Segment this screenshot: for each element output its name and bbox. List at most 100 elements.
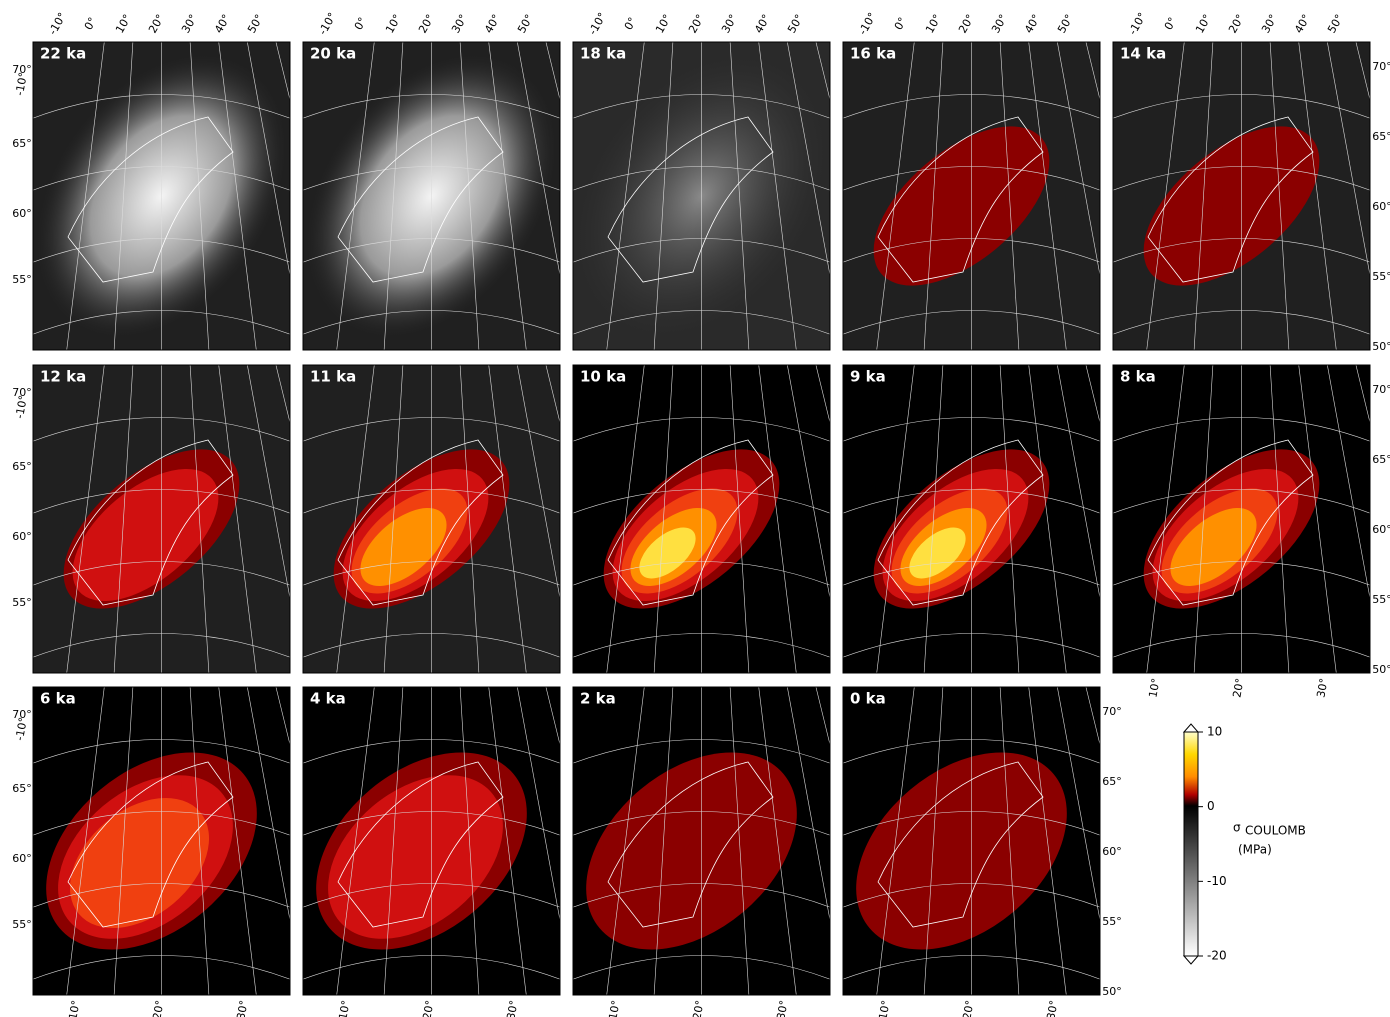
lon-tick-label: -10° — [1126, 10, 1149, 37]
lat-tick-label: 60° — [1372, 523, 1390, 536]
panel-label: 2 ka — [580, 690, 616, 708]
meridian — [1382, 355, 1390, 683]
lon-tick-label: 0° — [352, 15, 370, 32]
lat-tick-label: 70° — [1372, 60, 1390, 73]
colorbar-symbol: σ — [1233, 821, 1241, 835]
lon-tick-label: 10° — [606, 999, 622, 1017]
lon-tick-label: 50° — [1325, 12, 1346, 35]
lon-tick-label: -10° — [856, 10, 879, 37]
lon-tick-label: 50° — [1055, 12, 1076, 35]
lon-tick-label: 20° — [416, 12, 437, 35]
lon-tick-label: 40° — [212, 12, 233, 35]
panel-label: 22 ka — [40, 45, 86, 63]
lat-tick-label: 55° — [12, 918, 32, 931]
lat-tick-label: 65° — [12, 137, 32, 150]
lat-tick-label: 65° — [12, 460, 32, 473]
lon-tick-label: 30° — [449, 12, 470, 35]
lon-tick-label: 0° — [1162, 15, 1180, 32]
panel-label: 12 ka — [40, 368, 86, 386]
lon-tick-label: 10° — [1146, 677, 1162, 698]
map-panel — [1103, 32, 1390, 410]
panel-label: 18 ka — [580, 45, 626, 63]
lat-tick-label: 55° — [1372, 270, 1390, 283]
lon-tick-label: -10° — [586, 10, 609, 37]
colorbar — [1184, 732, 1198, 956]
lon-tick-label: 30° — [719, 12, 740, 35]
lon-tick-label: 50° — [245, 12, 266, 35]
lon-tick-label: 0° — [892, 15, 910, 32]
panel-label: 16 ka — [850, 45, 896, 63]
lon-tick-label: 20° — [1230, 677, 1246, 698]
lat-tick-label: -10° — [13, 394, 30, 419]
lat-tick-label: 65° — [1372, 130, 1390, 143]
lon-tick-label: 30° — [179, 12, 200, 35]
lon-tick-label: 20° — [146, 12, 167, 35]
lon-tick-label: 30° — [1259, 12, 1280, 35]
lat-tick-label: 50° — [1372, 663, 1390, 676]
lon-tick-label: 20° — [420, 999, 436, 1017]
lat-tick-label: 50° — [1372, 340, 1390, 353]
lon-tick-label: 40° — [1022, 12, 1043, 35]
colorbar-tick-label: 0 — [1207, 799, 1215, 813]
lon-tick-label: 10° — [876, 999, 892, 1017]
panel-label: 0 ka — [850, 690, 886, 708]
lat-tick-label: -10° — [13, 71, 30, 96]
lat-tick-label: 65° — [1372, 453, 1390, 466]
lon-tick-label: 20° — [1226, 12, 1247, 35]
lat-tick-label: 70° — [1372, 383, 1390, 396]
lon-tick-label: -10° — [316, 10, 339, 37]
lon-tick-label: 30° — [504, 999, 520, 1017]
panel-label: 11 ka — [310, 368, 356, 386]
lon-tick-label: 10° — [653, 12, 674, 35]
colorbar-tick-label: -10 — [1207, 874, 1227, 888]
meridian — [1382, 32, 1390, 360]
lon-tick-label: 40° — [752, 12, 773, 35]
lon-tick-label: 40° — [482, 12, 503, 35]
lon-tick-label: 50° — [785, 12, 806, 35]
lon-tick-label: 0° — [622, 15, 640, 32]
lat-tick-label: 70° — [1102, 705, 1122, 718]
lat-tick-label: 65° — [12, 782, 32, 795]
panel-label: 4 ka — [310, 690, 346, 708]
lon-tick-label: 10° — [336, 999, 352, 1017]
lat-tick-label: 60° — [12, 530, 32, 543]
lon-tick-label: 10° — [113, 12, 134, 35]
lat-tick-label: 65° — [1102, 775, 1122, 788]
figure: 22 ka -10° 0° 10° 20° 30° 40° 50° 70° -10° 65° 60° 5… — [0, 0, 1390, 1017]
lat-tick-label: 50° — [1102, 985, 1122, 998]
lon-tick-label: 30° — [1314, 677, 1330, 698]
lat-tick-label: -10° — [13, 716, 30, 741]
panel-label: 6 ka — [40, 690, 76, 708]
lon-tick-label: 10° — [1193, 12, 1214, 35]
panel-label: 9 ka — [850, 368, 886, 386]
lon-tick-label: 30° — [234, 999, 250, 1017]
colorbar-subscript: COULOMB — [1245, 824, 1306, 838]
lon-tick-label: 20° — [686, 12, 707, 35]
parallel — [1103, 706, 1380, 734]
lat-tick-label: 55° — [12, 596, 32, 609]
lon-tick-label: 10° — [923, 12, 944, 35]
lon-tick-label: 50° — [515, 12, 536, 35]
lon-tick-label: 10° — [383, 12, 404, 35]
lat-tick-label: 60° — [1102, 845, 1122, 858]
panel-label: 8 ka — [1120, 368, 1156, 386]
lat-tick-label: 60° — [12, 852, 32, 865]
panel-label: 20 ka — [310, 45, 356, 63]
lat-tick-label: 60° — [12, 207, 32, 220]
lat-tick-label: 55° — [1372, 593, 1390, 606]
lon-tick-label: 30° — [989, 12, 1010, 35]
lon-tick-label: 40° — [1292, 12, 1313, 35]
lon-tick-label: 20° — [690, 999, 706, 1017]
lat-tick-label: 55° — [12, 273, 32, 286]
lon-tick-label: 20° — [956, 12, 977, 35]
lon-tick-label: -10° — [46, 10, 69, 37]
lat-tick-label: 60° — [1372, 200, 1390, 213]
lon-tick-label: 10° — [66, 999, 82, 1017]
panel-label: 14 ka — [1120, 45, 1166, 63]
colorbar-units: (MPa) — [1238, 843, 1272, 857]
colorbar-tick-label: 10 — [1207, 725, 1222, 739]
map-panel — [1103, 355, 1390, 733]
lat-tick-label: 55° — [1102, 915, 1122, 928]
lon-tick-label: 0° — [82, 15, 100, 32]
lon-tick-label: 30° — [1044, 999, 1060, 1017]
